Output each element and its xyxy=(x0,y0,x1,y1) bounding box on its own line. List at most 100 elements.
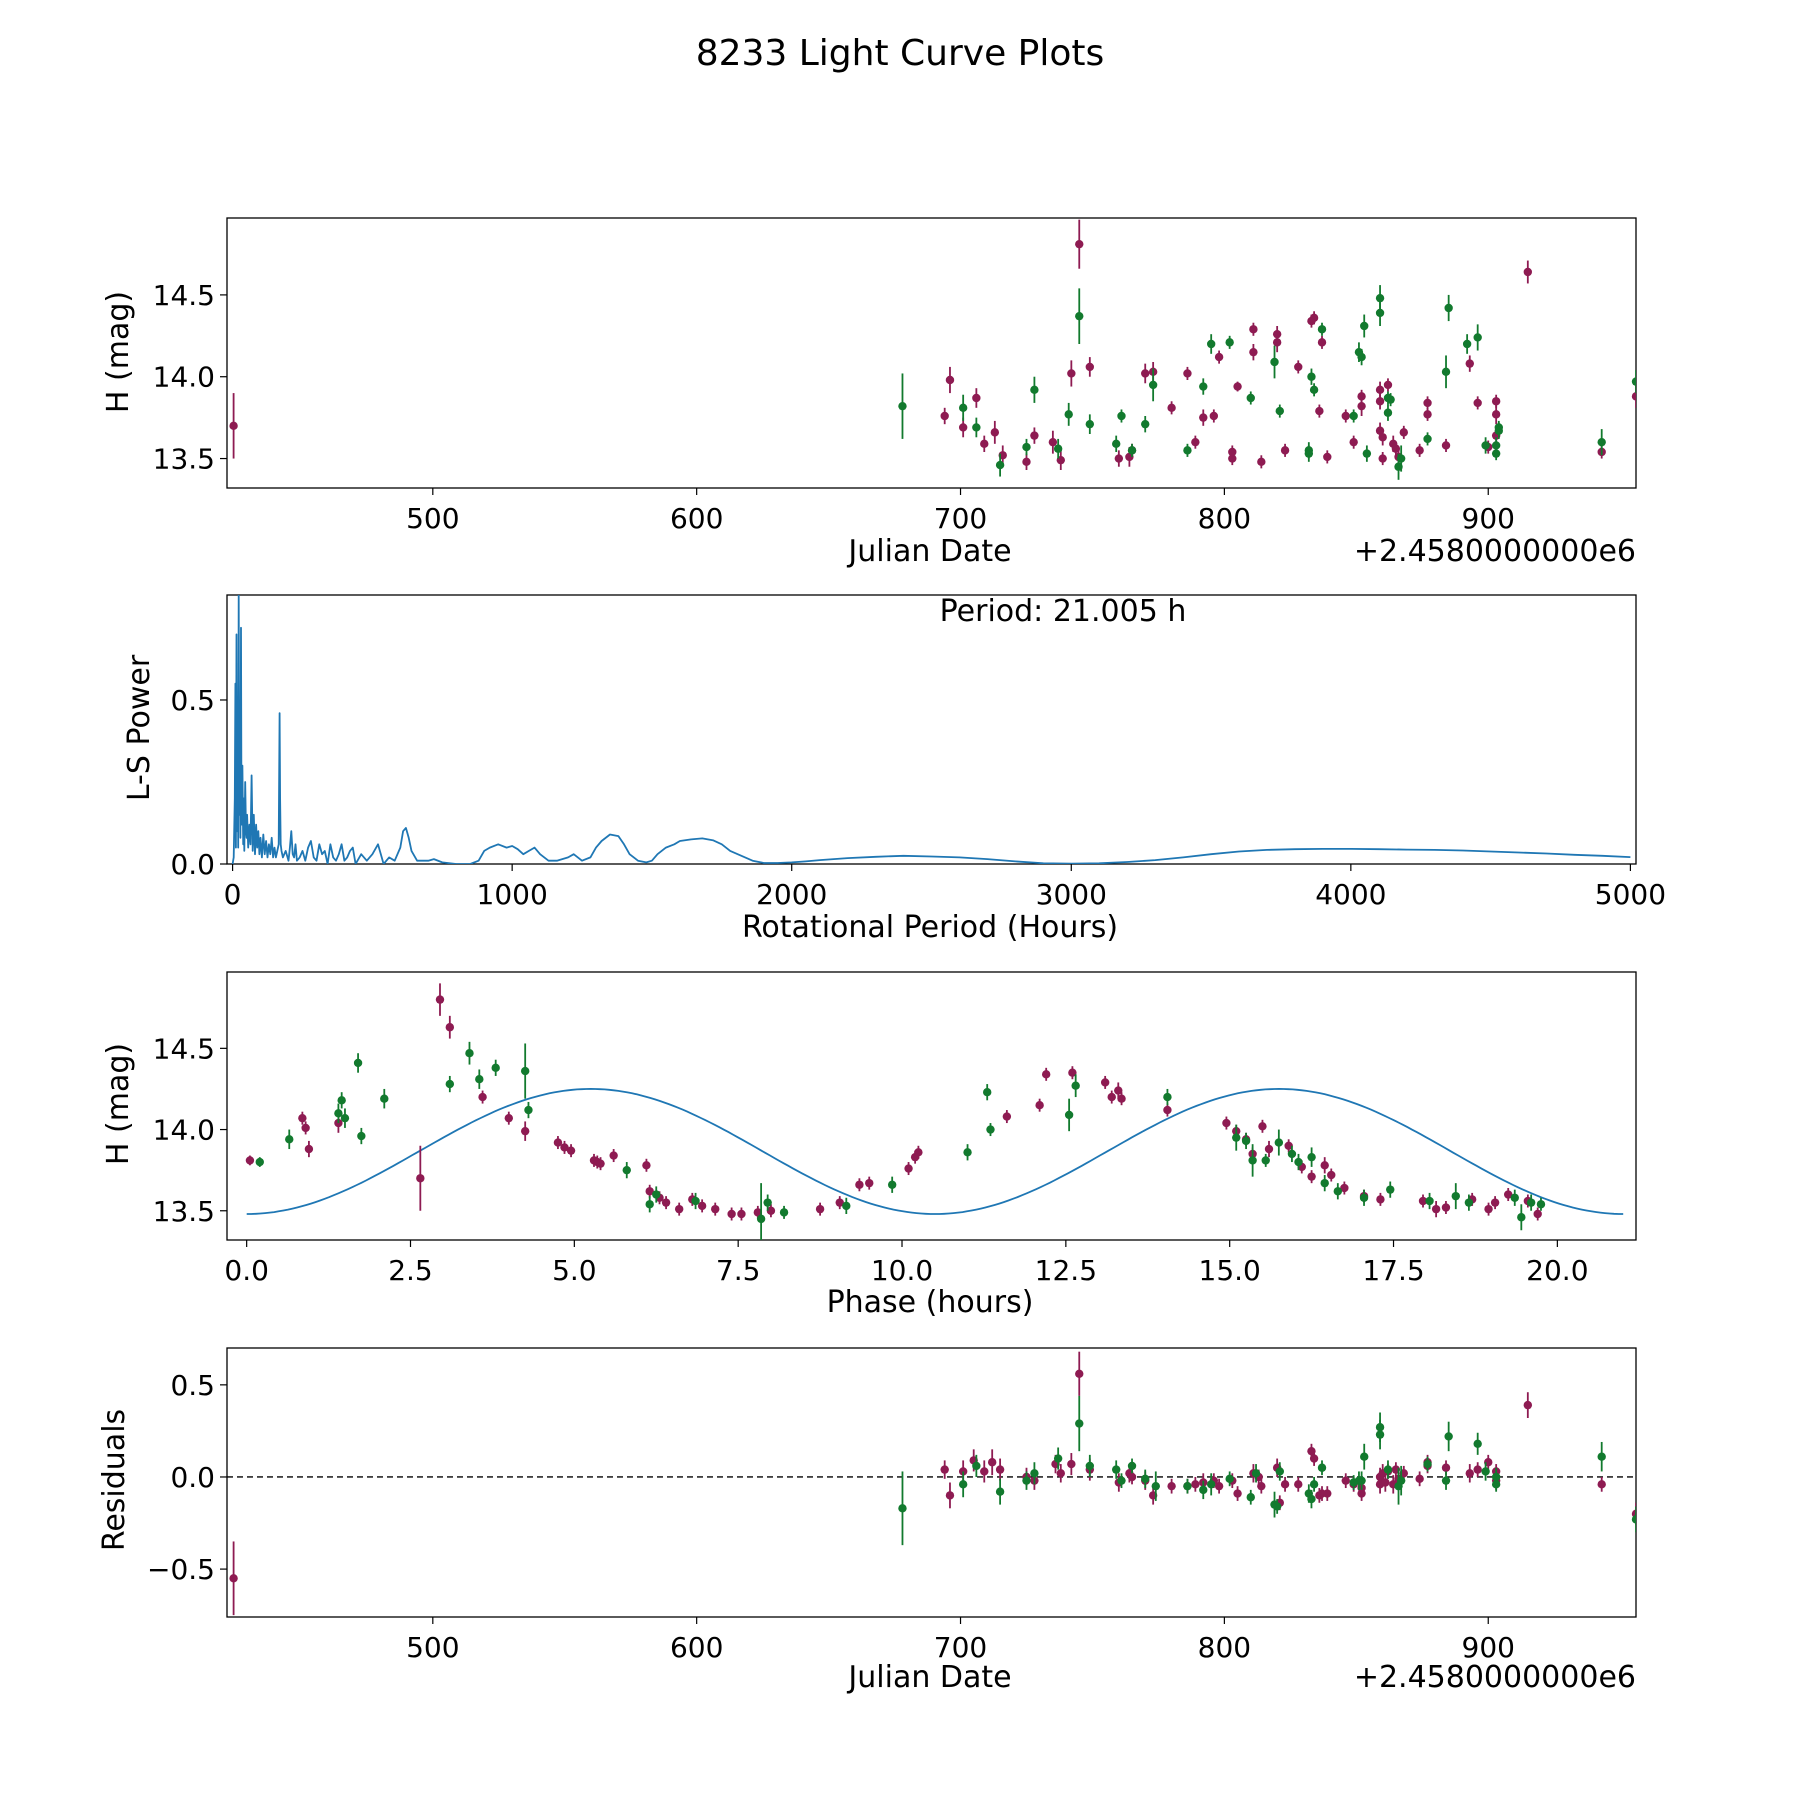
phase-data-point xyxy=(691,1196,700,1206)
residuals-data-point xyxy=(1357,1476,1366,1485)
panel-lightcurve-ylabel: H (mag) xyxy=(101,291,136,413)
phase-data-point xyxy=(766,1206,776,1215)
lightcurve-data-point xyxy=(1341,411,1350,421)
phase-xtick-label: 0.0 xyxy=(224,1254,269,1287)
phase-data-point xyxy=(1425,1196,1434,1206)
lightcurve-series-red xyxy=(229,219,1636,470)
residuals-data-point xyxy=(1597,1480,1606,1489)
lightcurve-data-point xyxy=(1441,367,1451,377)
phase-data-point xyxy=(815,1204,825,1214)
phase-data-point xyxy=(1533,1209,1542,1219)
residuals-data-point xyxy=(1357,1489,1366,1498)
residuals-data-point xyxy=(1183,1481,1192,1491)
residuals-data-point xyxy=(1360,1452,1369,1461)
phase-data-point xyxy=(1064,1110,1074,1120)
residuals-data-point xyxy=(1415,1474,1424,1484)
phase-data-point xyxy=(1490,1198,1500,1207)
phase-xtick-label: 5.0 xyxy=(552,1254,597,1287)
residuals-data-point xyxy=(1280,1480,1290,1489)
residuals-data-point xyxy=(1191,1480,1200,1489)
phase-data-point xyxy=(763,1198,772,1207)
lightcurve-data-point xyxy=(1423,410,1432,419)
lightcurve-ytick-label: 14.0 xyxy=(153,361,215,394)
phase-data-point xyxy=(645,1187,654,1196)
lightcurve-data-point xyxy=(1064,410,1073,419)
phase-xtick-label: 10.0 xyxy=(871,1254,933,1287)
residuals-data-point xyxy=(1141,1474,1150,1484)
residuals-xtick-label: 700 xyxy=(934,1631,987,1664)
phase-data-point xyxy=(887,1180,897,1189)
phase-data-point xyxy=(285,1135,294,1144)
lightcurve-data-point xyxy=(1167,403,1176,413)
phase-data-point xyxy=(727,1209,736,1219)
phase-data-point xyxy=(1320,1178,1329,1188)
lightcurve-data-point xyxy=(1141,419,1150,429)
phase-data-point xyxy=(855,1180,864,1189)
phase-data-point xyxy=(553,1138,563,1147)
phase-data-point xyxy=(1232,1133,1241,1142)
residuals-data-point xyxy=(1309,1480,1319,1489)
lightcurve-ytick-label: 13.5 xyxy=(153,443,215,476)
residuals-data-point xyxy=(1381,1478,1390,1487)
residuals-data-point xyxy=(1441,1476,1451,1485)
residuals-data-point xyxy=(1030,1469,1039,1478)
residuals-data-point xyxy=(1423,1459,1432,1469)
phase-data-point xyxy=(1071,1081,1080,1090)
lightcurve-data-point xyxy=(1233,382,1242,391)
phase-data-point xyxy=(1002,1112,1012,1121)
lightcurve-data-point xyxy=(1209,411,1219,421)
phase-ytick-label: 14.5 xyxy=(153,1032,215,1065)
figure-title: 8233 Light Curve Plots xyxy=(696,33,1105,74)
residuals-data-point xyxy=(1375,1430,1385,1439)
residuals-data-point xyxy=(1206,1480,1216,1489)
periodogram-line xyxy=(231,595,1631,864)
phase-data-point xyxy=(1441,1203,1451,1212)
phase-data-point xyxy=(255,1157,264,1167)
phase-data-point xyxy=(520,1066,530,1076)
lightcurve-data-point xyxy=(995,460,1005,470)
residuals-data-point xyxy=(1441,1463,1451,1472)
panel-phase-ylabel: H (mag) xyxy=(101,1043,136,1165)
residuals-data-point xyxy=(958,1480,968,1489)
lightcurve-data-point xyxy=(1257,457,1266,467)
phase-data-point xyxy=(1484,1204,1493,1214)
lightcurve-data-point xyxy=(1383,408,1393,417)
phase-data-point xyxy=(1287,1149,1297,1159)
lightcurve-data-point xyxy=(1362,449,1372,458)
phase-data-point xyxy=(1222,1118,1231,1128)
lightcurve-data-point xyxy=(1294,362,1303,372)
residuals-data-point xyxy=(1257,1481,1266,1491)
lightcurve-data-point xyxy=(229,421,238,431)
residuals-data-point xyxy=(1444,1432,1453,1441)
residuals-data-point xyxy=(1075,1369,1084,1378)
phase-data-point xyxy=(465,1049,474,1058)
lightcurve-xtick-label: 600 xyxy=(670,502,723,535)
lightcurve-data-point xyxy=(1225,338,1234,347)
lightcurve-data-point xyxy=(1067,369,1076,378)
residuals-data-point xyxy=(1127,1461,1137,1471)
residuals-data-point xyxy=(1075,1419,1084,1428)
phase-data-point xyxy=(1163,1092,1172,1102)
lightcurve-data-point xyxy=(990,428,1000,437)
phase-data-point xyxy=(1284,1141,1293,1150)
lightcurve-data-point xyxy=(1199,413,1208,422)
lightcurve-axes-frame xyxy=(226,217,1637,489)
phase-data-point xyxy=(491,1063,500,1073)
lightcurve-data-point xyxy=(1491,397,1501,406)
periodogram-ytick-label: 0.5 xyxy=(170,684,215,717)
phase-data-point xyxy=(1163,1105,1172,1115)
residuals-xtick-label: 900 xyxy=(1462,1631,1515,1664)
lightcurve-data-point xyxy=(1114,454,1124,463)
lightcurve-data-point xyxy=(1206,339,1216,349)
lightcurve-data-point xyxy=(1375,293,1385,303)
lightcurve-data-point xyxy=(1317,338,1327,347)
panel-periodogram: Rotational Period (Hours) L-S Power Peri… xyxy=(122,594,1666,945)
phase-series-red xyxy=(245,983,1542,1221)
phase-data-point xyxy=(334,1109,343,1118)
phase-data-point xyxy=(1068,1068,1077,1077)
lightcurve-data-point xyxy=(1441,441,1451,450)
lightcurve-data-point xyxy=(1309,385,1319,395)
residuals-data-point xyxy=(945,1491,955,1500)
phase-data-point xyxy=(566,1146,576,1155)
